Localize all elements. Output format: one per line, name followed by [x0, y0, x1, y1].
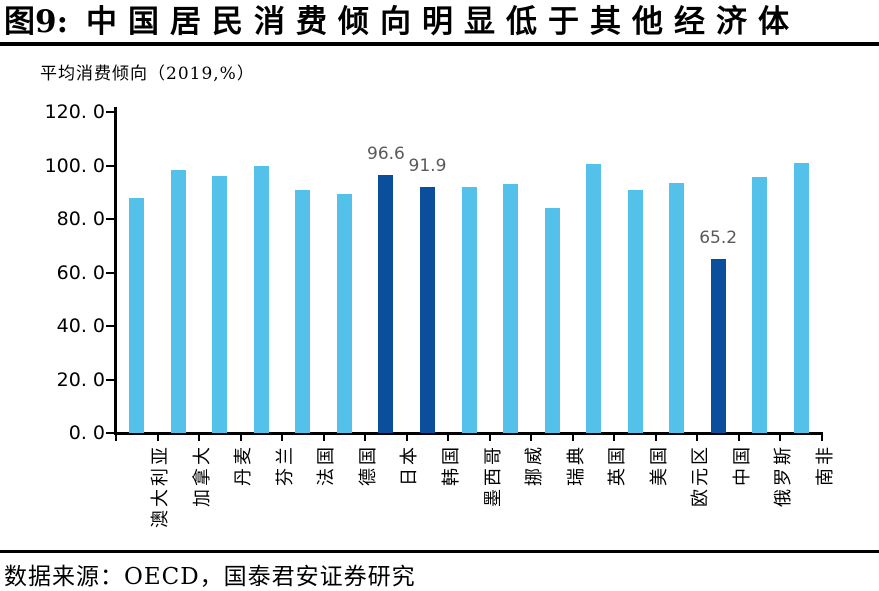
- x-axis-category-label: 英国: [607, 444, 629, 486]
- y-axis-tick: [106, 378, 114, 381]
- data-source: 数据来源：OECD，国泰君安证券研究: [4, 564, 416, 590]
- x-axis-tick: [364, 435, 367, 441]
- x-axis-category-label: 中国: [731, 444, 753, 486]
- x-axis-category-label: 德国: [357, 444, 379, 486]
- y-axis-tick: [106, 325, 114, 327]
- x-axis-category-label: 欧元区: [690, 444, 712, 507]
- bar: [544, 207, 560, 433]
- y-axis-tick-label: 0. 0: [68, 422, 105, 444]
- x-axis-category-label: 墨西哥: [482, 444, 504, 507]
- x-axis-category-label: 日本: [399, 444, 421, 486]
- x-axis-tick: [737, 435, 740, 441]
- y-axis-tick-label: 100. 0: [44, 154, 105, 177]
- x-axis-category-label: 澳大利亚: [150, 444, 172, 528]
- bar-value-label: 65.2: [699, 227, 738, 248]
- x-axis-tick: [281, 435, 284, 441]
- y-axis-tick-label: 20. 0: [56, 368, 105, 391]
- x-axis-tick: [654, 435, 657, 441]
- bar-value-label: 91.9: [408, 156, 447, 177]
- figure-title: 图9: 中国居民消费倾向明显低于其他经济体: [4, 2, 800, 42]
- bar: [627, 189, 643, 433]
- x-axis-tick: [571, 435, 574, 441]
- x-axis-category-label: 加拿大: [191, 444, 213, 507]
- bar: [793, 163, 809, 433]
- bar: [586, 163, 602, 433]
- x-axis-tick: [447, 435, 450, 441]
- x-axis-tick: [156, 435, 159, 441]
- x-axis-tick: [779, 435, 782, 441]
- y-axis-tick: [106, 164, 114, 167]
- x-axis-category-label: 美国: [648, 444, 670, 486]
- bar: [378, 174, 394, 433]
- x-axis-category-label: 俄罗斯: [773, 444, 795, 507]
- y-axis-tick: [106, 111, 114, 113]
- bar-value-label: 96.6: [367, 143, 405, 164]
- bar: [253, 166, 269, 433]
- x-axis-line: [114, 432, 823, 435]
- x-axis-tick: [115, 435, 117, 441]
- bar: [336, 194, 352, 433]
- x-axis-tick: [821, 435, 823, 441]
- chart-subtitle: 平均消费倾向（2019,%）: [40, 64, 255, 84]
- x-axis-category-label: 法国: [316, 444, 338, 486]
- bar: [752, 176, 768, 433]
- figure-number-label: 图9:: [4, 4, 69, 40]
- footer-divider: [0, 550, 879, 553]
- x-axis-tick: [613, 435, 616, 441]
- title-divider: [0, 42, 879, 46]
- x-axis-category-label: 丹麦: [233, 444, 255, 486]
- x-axis-category-label: 芬兰: [274, 444, 296, 486]
- x-axis-tick: [198, 435, 201, 441]
- x-axis-category-label: 瑞典: [565, 444, 587, 486]
- bar: [170, 170, 186, 433]
- y-axis-tick-label: 60. 0: [56, 261, 105, 284]
- figure-title-text: 中国居民消费倾向明显低于其他经济体: [86, 4, 801, 40]
- y-axis-tick-label: 80. 0: [56, 208, 105, 230]
- x-axis-category-label: 挪威: [524, 444, 546, 486]
- bar: [461, 187, 477, 433]
- bar: [419, 187, 435, 433]
- x-axis-tick: [405, 435, 408, 441]
- y-axis-tick: [106, 432, 114, 434]
- x-axis-tick: [322, 435, 325, 441]
- y-axis-tick-label: 40. 0: [56, 315, 105, 337]
- x-axis-category-label: 南非: [814, 444, 836, 486]
- x-axis-category-label: 韩国: [440, 444, 462, 486]
- bar: [503, 183, 519, 433]
- bar: [129, 198, 145, 433]
- x-axis-tick: [488, 435, 491, 441]
- bar: [710, 258, 726, 433]
- x-axis-tick: [239, 435, 242, 441]
- y-axis-tick: [106, 271, 114, 274]
- bar: [295, 189, 311, 433]
- y-axis-tick-label: 120. 0: [44, 101, 105, 123]
- x-axis-tick: [696, 435, 699, 441]
- y-axis-tick: [106, 218, 114, 220]
- x-axis-tick: [530, 435, 533, 441]
- bar: [669, 182, 685, 433]
- y-axis-line: [114, 107, 117, 435]
- bar: [212, 176, 228, 433]
